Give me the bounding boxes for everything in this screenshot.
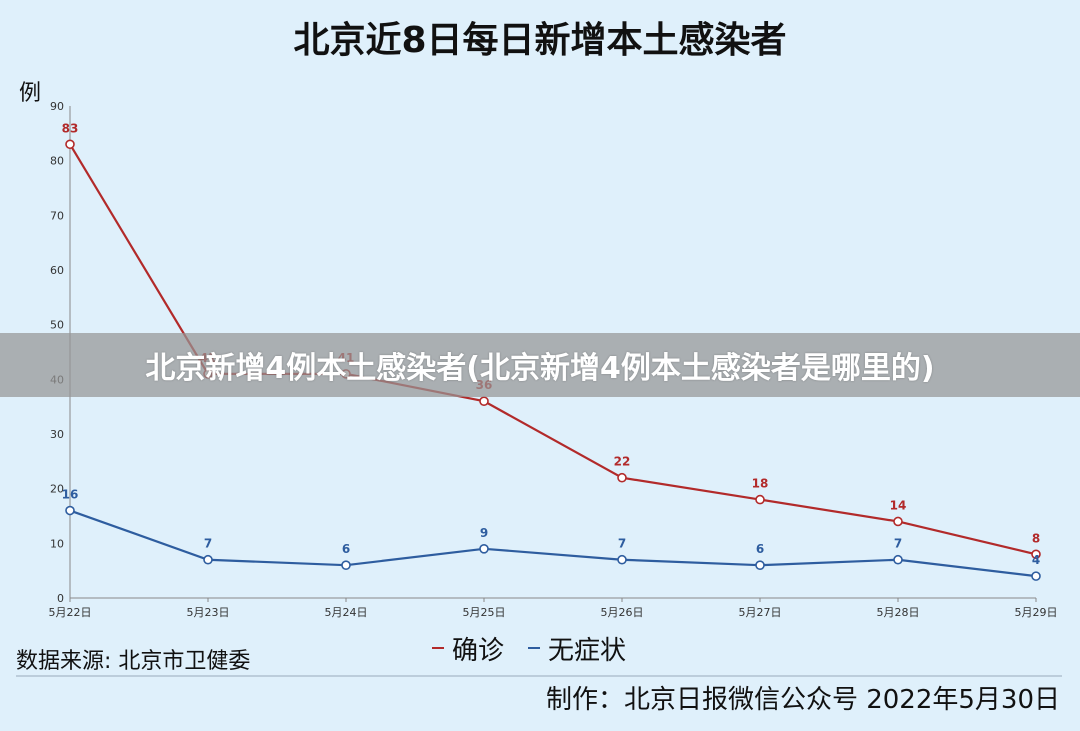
data-point — [65, 505, 75, 516]
data-point — [617, 554, 627, 565]
data-point — [617, 472, 627, 483]
y-tick-label: 20 — [50, 483, 64, 496]
y-tick-label: 30 — [50, 428, 64, 441]
data-point — [203, 554, 213, 565]
data-label: 7 — [618, 537, 626, 551]
data-label: 4 — [1032, 553, 1040, 567]
x-tick-label: 5月22日 — [49, 606, 92, 619]
data-point — [341, 560, 351, 571]
data-point — [755, 560, 765, 571]
x-tick-label: 5月29日 — [1015, 606, 1058, 619]
data-label: 16 — [62, 488, 79, 502]
x-tick-label: 5月28日 — [877, 606, 920, 619]
data-label: 14 — [890, 498, 907, 512]
data-point — [893, 554, 903, 565]
x-tick-label: 5月23日 — [187, 606, 230, 619]
data-label: 8 — [1032, 531, 1040, 545]
legend-confirmed-label: 确诊 — [452, 636, 504, 666]
data-label: 22 — [614, 455, 631, 469]
y-tick-label: 0 — [57, 592, 64, 605]
overlay-banner: 北京新增4例本土感染者(北京新增4例本土感染者是哪里的) — [0, 333, 1080, 397]
data-point — [1031, 549, 1041, 560]
data-point — [479, 396, 489, 407]
series-1: 16 7 6 9 7 6 7 4 — [62, 488, 1041, 581]
data-label: 18 — [752, 477, 769, 491]
y-tick-label: 80 — [50, 155, 64, 168]
data-label: 7 — [204, 537, 212, 551]
legend: 确诊 无症状 — [432, 636, 626, 666]
x-tick-label: 5月27日 — [739, 606, 782, 619]
legend-asymptomatic-label: 无症状 — [548, 636, 626, 666]
data-label: 9 — [480, 526, 488, 540]
y-tick-label: 10 — [50, 537, 64, 550]
data-point — [65, 139, 75, 150]
x-tick-label: 5月25日 — [463, 606, 506, 619]
x-ticks: 5月22日 5月23日 5月24日 5月25日 5月26日 5月27日 5月28日 5月29日 — [49, 598, 1058, 619]
data-label: 6 — [342, 542, 350, 556]
y-tick-label: 90 — [50, 100, 64, 113]
data-source: 数据来源: 北京市卫健委 — [16, 649, 250, 674]
data-point — [1031, 571, 1041, 581]
y-tick-label: 70 — [50, 209, 64, 222]
data-point — [479, 543, 489, 554]
data-point — [755, 494, 765, 505]
chart-title: 北京近8日每日新增本土感染者 — [293, 19, 786, 61]
x-tick-label: 5月24日 — [325, 606, 368, 619]
data-label: 83 — [62, 121, 79, 135]
y-axis-label: 例 — [19, 81, 41, 106]
y-tick-label: 50 — [50, 319, 64, 332]
data-label: 7 — [894, 537, 902, 551]
x-tick-label: 5月26日 — [601, 606, 644, 619]
credit-line: 制作：北京日报微信公众号 2022年5月30日 — [546, 685, 1060, 715]
overlay-banner-text: 北京新增4例本土感染者(北京新增4例本土感染者是哪里的) — [145, 351, 935, 386]
data-point — [893, 516, 903, 527]
series-line — [69, 509, 1037, 578]
data-label: 6 — [756, 542, 764, 556]
y-tick-label: 60 — [50, 264, 64, 277]
